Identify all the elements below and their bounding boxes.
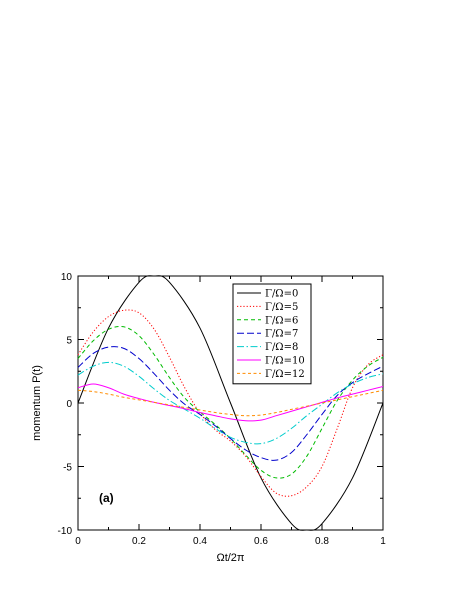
series-line-0 <box>77 275 384 531</box>
x-axis-title: Ωt/2π <box>216 552 244 564</box>
series-line-4 <box>77 361 384 445</box>
legend-label: Γ/Ω=5 <box>265 302 298 313</box>
x-tick-label: 1 <box>380 536 386 547</box>
series-line-6 <box>77 389 384 417</box>
x-tick-label: 0.6 <box>254 536 268 547</box>
legend: Γ/Ω=0 Γ/Ω=5 Γ/Ω=6 Γ/Ω=7 Γ/Ω=8 Γ/Ω=10 Γ/Ω=12 <box>232 283 312 385</box>
x-tick-label: 0.2 <box>132 536 146 547</box>
y-tick-label: -5 <box>63 463 72 474</box>
x-tick-label: 0.8 <box>315 536 329 547</box>
legend-box <box>232 283 312 385</box>
legend-label: Γ/Ω=10 <box>265 356 305 367</box>
panel-annotation: (a) <box>99 491 114 505</box>
series-line-5 <box>77 383 384 422</box>
y-tick-label: 5 <box>66 336 72 347</box>
y-tick-label: 10 <box>61 272 73 283</box>
y-axis-title: momentum P(t) <box>31 365 43 441</box>
y-tick-label: -10 <box>58 526 73 537</box>
legend-label: Γ/Ω=7 <box>265 329 298 340</box>
x-tick-label: 0 <box>75 536 81 547</box>
legend-label: Γ/Ω=8 <box>265 342 298 353</box>
legend-label: Γ/Ω=12 <box>265 369 305 380</box>
x-tick-label: 0.4 <box>193 536 207 547</box>
series-layer <box>77 275 384 531</box>
series-line-3 <box>77 346 384 461</box>
legend-label: Γ/Ω=6 <box>265 315 298 326</box>
legend-label: Γ/Ω=0 <box>265 289 298 300</box>
ticks-layer: 0 0.2 0.4 0.6 0.8 1 -10 -5 0 5 10 <box>58 272 387 547</box>
y-tick-label: 0 <box>66 399 72 410</box>
